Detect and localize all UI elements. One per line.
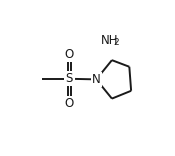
Text: O: O — [65, 97, 74, 110]
Text: S: S — [66, 72, 73, 85]
Text: NH: NH — [101, 34, 119, 47]
Text: 2: 2 — [114, 38, 119, 47]
Text: N: N — [92, 73, 101, 86]
Text: O: O — [65, 48, 74, 61]
